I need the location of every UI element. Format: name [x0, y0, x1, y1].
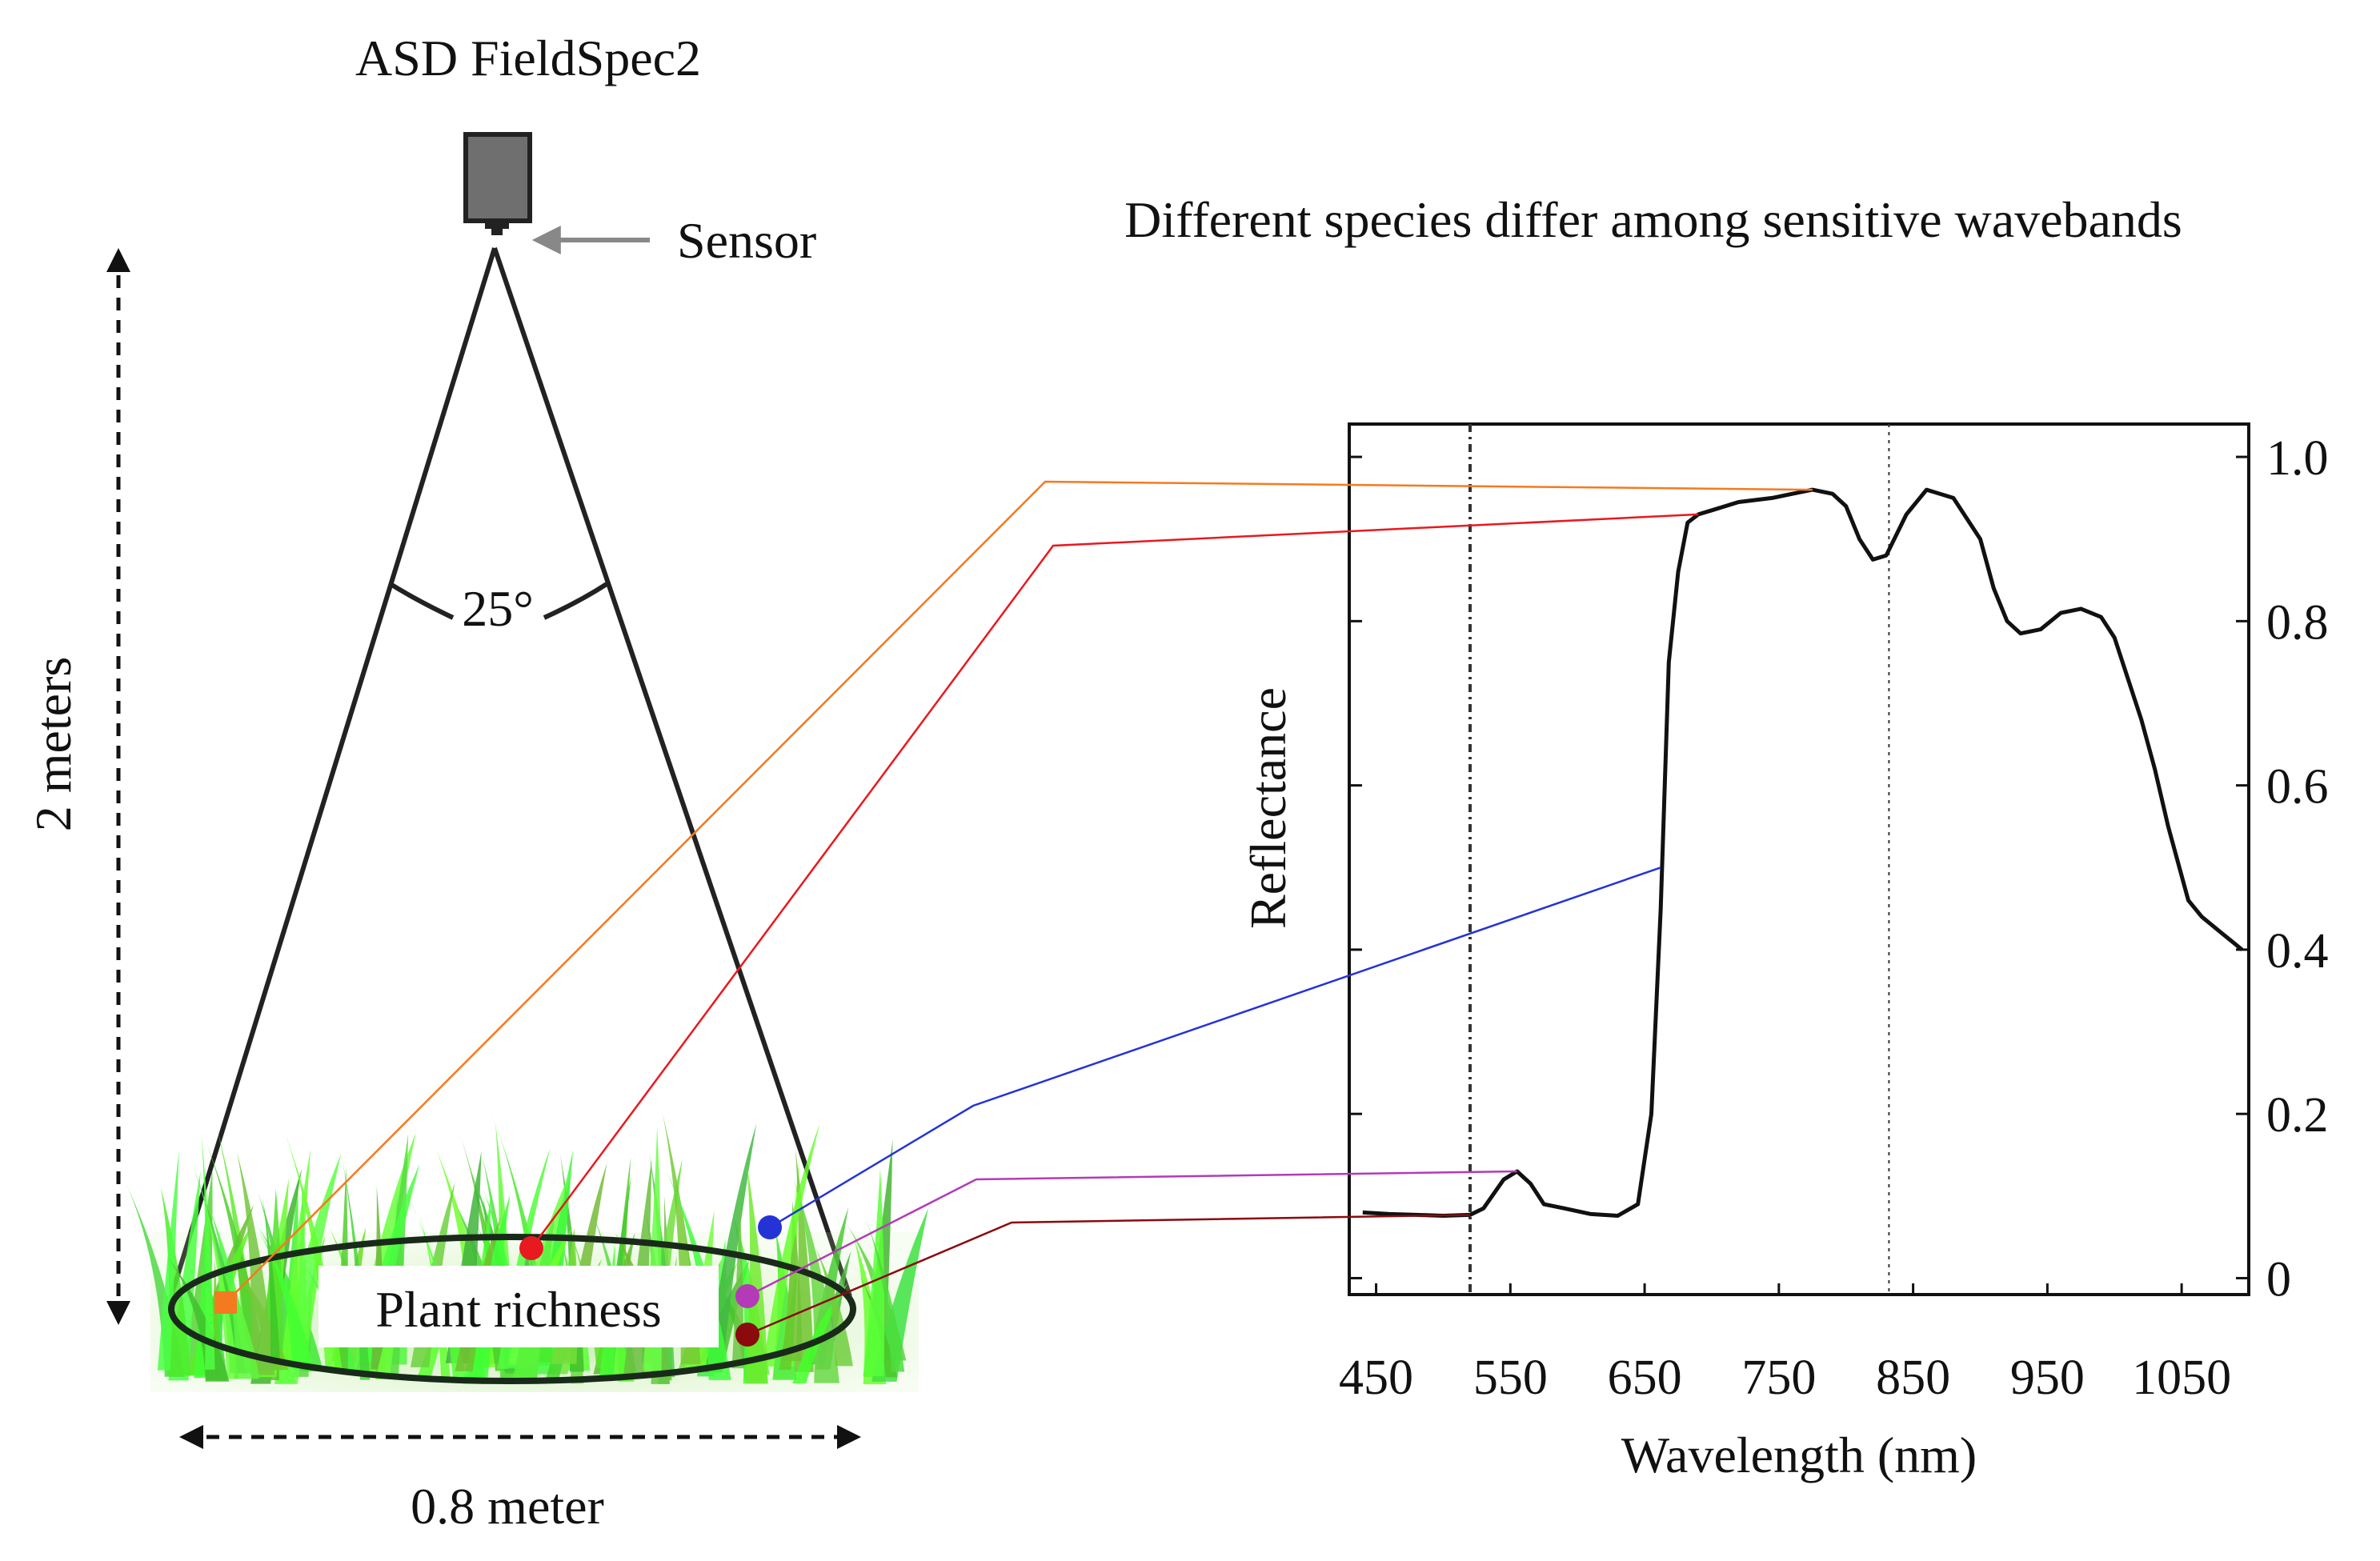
grass-blade — [863, 1167, 885, 1377]
device-group: ASD FieldSpec2 Sensor — [355, 30, 816, 269]
reflectance-chart: 450 550 650 750 850 950 1050 00.20.40.60.81.0 … — [1240, 422, 2329, 1483]
y-axis-ticks: 0 0.2 0.4 0.6 0.8 1.0 — [1349, 431, 2329, 1307]
y-tick-label: 1.0 — [2266, 431, 2329, 486]
width-label: 0.8 meter — [411, 1478, 604, 1535]
plot-ellipse — [168, 1234, 856, 1384]
sensor-label: Sensor — [677, 212, 816, 269]
grass-blade — [853, 1263, 898, 1378]
species-connectors — [225, 480, 1813, 1336]
marker-species-darkred — [735, 1323, 759, 1347]
x-tick-label: 550 — [1473, 1351, 1548, 1405]
y-tick-label: 0.2 — [2266, 1088, 2329, 1143]
angle-arc-right — [543, 582, 608, 620]
x-tick-label: 950 — [2010, 1351, 2085, 1405]
field-of-view-cone: 25° — [169, 247, 852, 1297]
spectroradiometer-icon — [463, 132, 532, 235]
grass-blade — [731, 1192, 744, 1369]
chart-frame — [1348, 422, 2250, 1296]
x-axis-ticks: 450 550 650 750 850 950 1050 — [1339, 1283, 2231, 1405]
height-dimension: 2 meters — [25, 248, 130, 1325]
reference-lines — [1468, 424, 1890, 1295]
x-tick-label: 750 — [1741, 1351, 1816, 1405]
x-tick-label: 650 — [1608, 1351, 1682, 1405]
y-tick-label: 0 — [2266, 1252, 2291, 1307]
grass-blade — [191, 1155, 239, 1379]
plot-label: Plant richness — [375, 1281, 661, 1338]
connector-species-blue — [769, 867, 1661, 1229]
figure-caption: Different species differ among sensitive… — [1124, 191, 2182, 248]
grass-blade — [157, 1151, 179, 1371]
x-tick-label: 850 — [1876, 1351, 1950, 1405]
angle-label: 25° — [462, 580, 534, 637]
species-markers — [214, 1215, 782, 1347]
grass-blade — [815, 1247, 853, 1367]
grass-blade — [865, 1217, 905, 1372]
x-axis-label: Wavelength (nm) — [1621, 1427, 1977, 1483]
grass-blade — [794, 1180, 839, 1383]
angle-arc-left — [389, 582, 455, 620]
device-label: ASD FieldSpec2 — [355, 30, 701, 86]
grass-blade — [258, 1231, 314, 1369]
marker-species-red — [519, 1236, 543, 1260]
height-label: 2 meters — [25, 657, 82, 832]
grass-blade — [189, 1155, 246, 1374]
connector-species-magenta — [747, 1170, 1517, 1298]
grass-blade — [779, 1269, 798, 1370]
grass-blade — [201, 1134, 215, 1370]
plot-label-box: Plant richness — [319, 1266, 719, 1347]
width-dimension: 0.8 meter — [179, 1425, 861, 1535]
y-axis-label: Reflectance — [1240, 687, 1296, 929]
marker-species-blue — [758, 1215, 782, 1239]
x-tick-label: 1050 — [2132, 1351, 2231, 1405]
spectrum-line — [1362, 487, 2244, 1218]
grass-blade — [763, 1123, 820, 1367]
y-tick-label: 0.6 — [2266, 760, 2329, 815]
connector-species-darkred — [747, 1214, 1471, 1336]
connector-species-red — [530, 513, 1699, 1249]
x-tick-label: 450 — [1339, 1351, 1413, 1405]
marker-species-magenta — [735, 1284, 759, 1308]
grass-blade — [202, 1134, 265, 1367]
connector-species-orange — [225, 480, 1813, 1303]
y-tick-label: 0.8 — [2266, 595, 2329, 650]
marker-species-orange — [214, 1291, 237, 1314]
y-tick-label: 0.4 — [2266, 924, 2329, 979]
grass-blade — [262, 1198, 281, 1364]
